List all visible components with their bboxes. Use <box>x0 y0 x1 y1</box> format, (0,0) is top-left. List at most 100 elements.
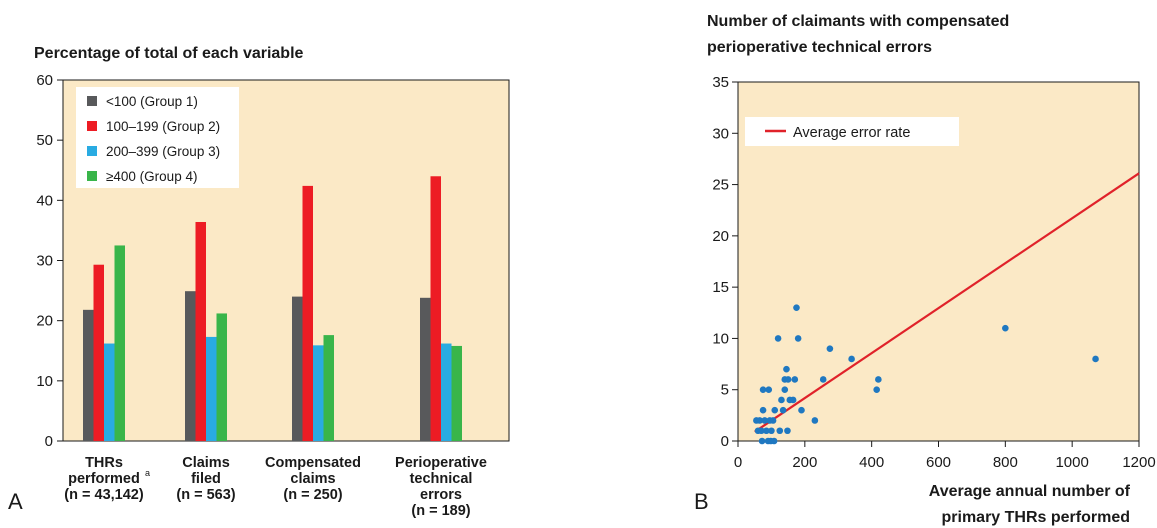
scatter-x-tick-label: 1200 <box>1122 454 1155 471</box>
bar-legend-box <box>76 87 239 188</box>
bar-category-label: (n = 43,142) <box>64 487 144 503</box>
scatter-point-26 <box>784 376 792 383</box>
bar-y-tick-label: 0 <box>45 433 53 450</box>
scatter-legend: Average error rate <box>745 117 959 146</box>
scatter-point-22 <box>781 386 789 394</box>
bar-category-label: (n = 189) <box>411 503 470 519</box>
bar-category-label: technical <box>410 471 473 487</box>
scatter-point-24 <box>783 365 790 373</box>
scatter-y-tick-label: 5 <box>721 382 729 399</box>
bar-2-4 <box>430 176 441 441</box>
bar-category-label: (n = 250) <box>283 487 342 503</box>
legend-label-group-4: ≥400 (Group 4) <box>106 169 197 184</box>
scatter-point-39 <box>1002 324 1009 332</box>
bar-4-2 <box>216 313 227 441</box>
bar-3-4 <box>441 343 452 441</box>
scatter-point-4 <box>758 427 765 435</box>
trend-line-group <box>754 172 1140 433</box>
scatter-y-tick-label: 0 <box>721 433 729 450</box>
scatter-point-30 <box>793 304 800 311</box>
panel-label-b: B <box>694 489 709 514</box>
scatter-point-28 <box>789 396 797 404</box>
scatter-x-label-line-2: primary THRs performed <box>942 509 1131 526</box>
scatter-x-tick-label: 400 <box>859 454 884 471</box>
scatter-point-7 <box>759 406 767 414</box>
panel-label-a: A <box>8 489 23 514</box>
bar-chart-title: Percentage of total of each variable <box>34 45 304 62</box>
scatter-point-17 <box>771 406 779 414</box>
scatter-point-9 <box>763 427 770 435</box>
scatter-point-20 <box>778 396 785 404</box>
bar-y-axis: 0 10 20 30 40 50 60 <box>36 72 63 450</box>
scatter-y-tick-label: 15 <box>712 279 729 296</box>
bar-y-tick-label: 10 <box>36 373 53 390</box>
bar-category-label: THRs <box>85 455 123 471</box>
scatter-chart-panel: Number of claimants with compensated per… <box>694 13 1156 526</box>
bars <box>83 176 462 441</box>
scatter-point-33 <box>811 417 819 424</box>
bar-chart-panel: Percentage of total of each variable 0 10… <box>8 45 510 519</box>
scatter-x-tick-label: 0 <box>734 454 742 471</box>
scatter-y-tick-label: 30 <box>712 125 729 142</box>
bar-y-tick-label: 50 <box>36 132 53 149</box>
legend-label-trend-line: Average error rate <box>793 125 910 141</box>
bar-1-1 <box>83 309 94 441</box>
legend-swatch-group-4 <box>87 171 97 181</box>
scatter-point-40 <box>1092 355 1099 363</box>
bar-category-superscript: a <box>145 468 150 478</box>
legend-swatch-group-1 <box>87 96 97 106</box>
scatter-x-tick-label: 1000 <box>1055 454 1088 471</box>
scatter-x-tick-label: 800 <box>993 454 1018 471</box>
scatter-point-36 <box>848 355 855 363</box>
bar-1-3 <box>292 296 303 441</box>
scatter-point-3 <box>756 417 764 424</box>
scatter-x-tick-label: 600 <box>926 454 951 471</box>
scatter-y-tick-label: 10 <box>712 330 729 347</box>
bar-4-4 <box>451 345 462 441</box>
trend-line <box>754 172 1140 433</box>
bar-y-tick-label: 60 <box>36 72 53 89</box>
legend-swatch-group-2 <box>87 121 97 131</box>
bar-legend: <100 (Group 1) 100–199 (Group 2) 200–399 (… <box>76 87 239 188</box>
bar-3-2 <box>206 336 217 441</box>
bar-category-label: errors <box>420 487 462 503</box>
bar-category-label: Claims <box>182 455 230 471</box>
legend-label-group-3: 200–399 (Group 3) <box>106 144 220 159</box>
scatter-point-5 <box>758 437 766 445</box>
scatter-x-tick-label: 200 <box>792 454 817 471</box>
scatter-point-38 <box>875 376 882 383</box>
scatter-point-6 <box>759 386 767 394</box>
bar-1-2 <box>185 291 196 441</box>
bar-category-label: claims <box>290 471 335 487</box>
bar-category-label: performed <box>68 471 140 487</box>
scatter-point-31 <box>794 335 802 342</box>
scatter-point-35 <box>826 345 834 352</box>
scatter-point-29 <box>791 376 799 383</box>
bar-category-label: (n = 563) <box>176 487 235 503</box>
scatter-point-14 <box>768 427 775 435</box>
bar-y-tick-label: 40 <box>36 192 53 209</box>
scatter-point-18 <box>774 335 782 342</box>
scatter-point-11 <box>765 386 773 394</box>
bar-2-2 <box>195 221 206 441</box>
scatter-y-tick-label: 20 <box>712 228 729 245</box>
bar-4-3 <box>323 335 334 441</box>
bar-3-3 <box>313 345 324 441</box>
scatter-point-25 <box>784 427 791 435</box>
bar-1-4 <box>420 297 431 441</box>
scatter-point-21 <box>779 406 787 414</box>
scatter-x-label-line-1: Average annual number of <box>929 483 1131 500</box>
bar-2-1 <box>93 264 104 441</box>
scatter-point-8 <box>761 417 769 424</box>
legend-label-group-2: 100–199 (Group 2) <box>106 119 220 134</box>
scatter-point-37 <box>873 386 880 394</box>
legend-label-group-1: <100 (Group 1) <box>106 94 198 109</box>
bar-category-label: filed <box>191 471 221 487</box>
scatter-x-axis: 0 200 400 600 800 1000 1200 <box>734 441 1156 471</box>
bar-y-tick-label: 30 <box>36 253 53 270</box>
scatter-title-line-2: perioperative technical errors <box>707 39 932 56</box>
scatter-y-tick-label: 25 <box>712 177 729 194</box>
scatter-title-line-1: Number of claimants with compensated <box>707 13 1009 30</box>
